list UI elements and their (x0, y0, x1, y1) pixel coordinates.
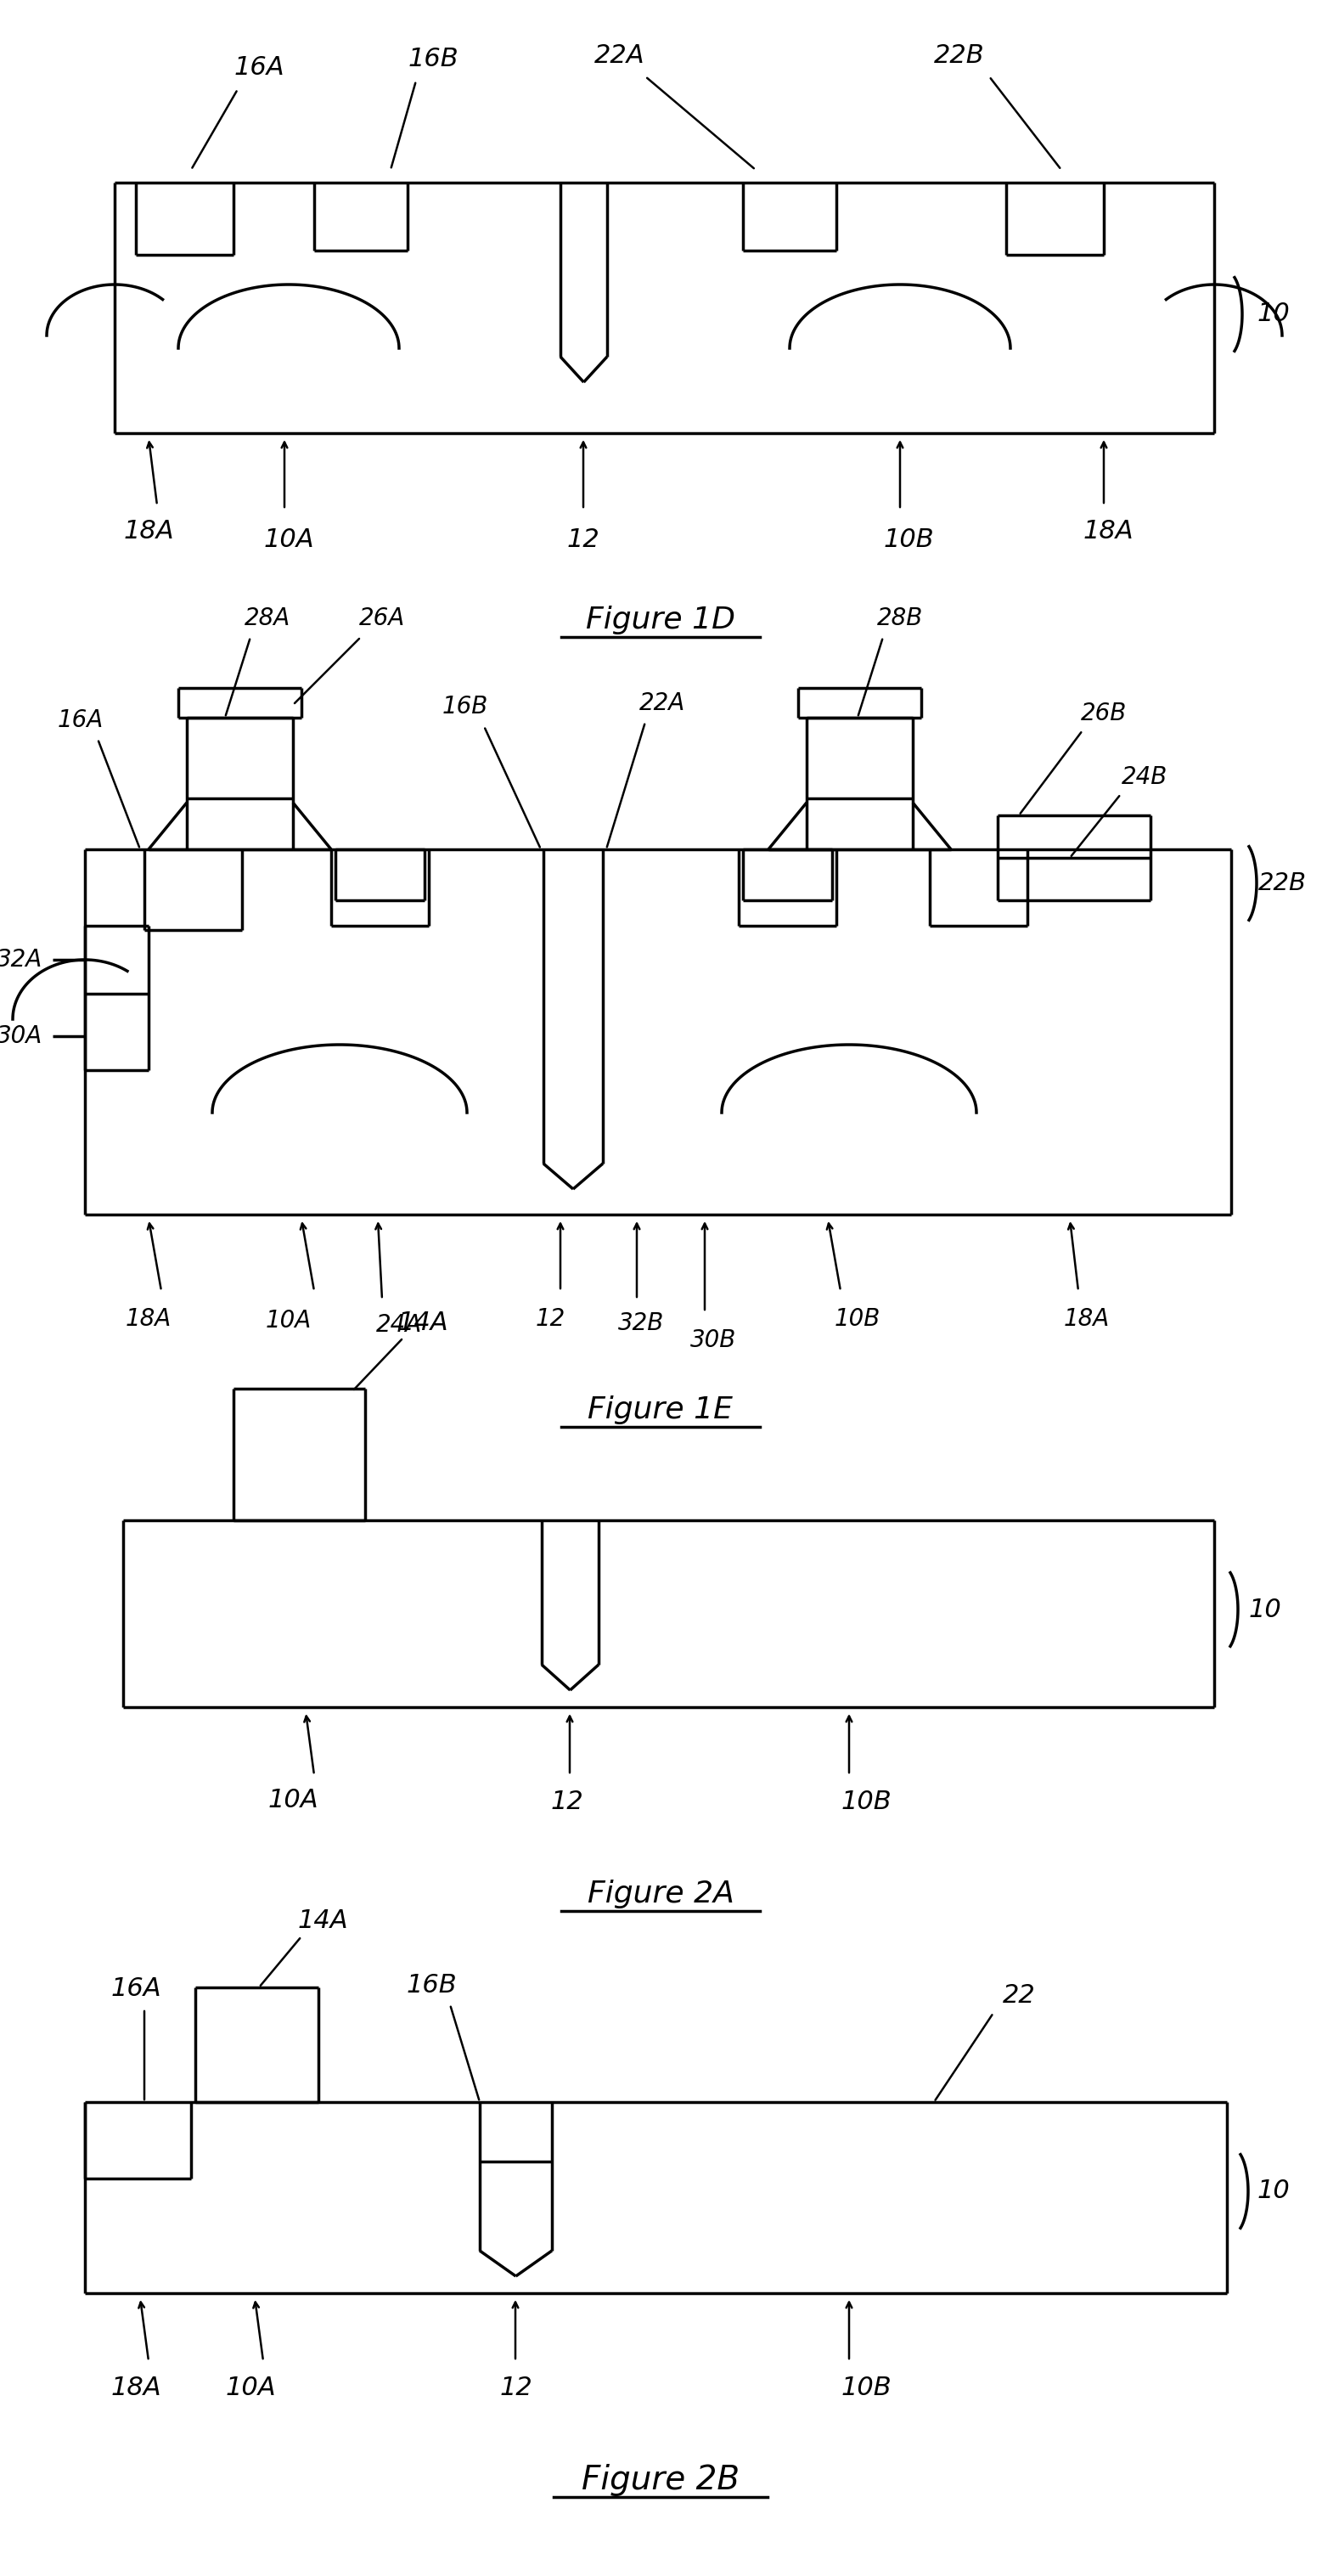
Text: Figure 1E: Figure 1E (588, 1396, 734, 1425)
Text: 28B: 28B (876, 605, 923, 631)
Text: 26A: 26A (360, 605, 405, 631)
Text: 30A: 30A (0, 1025, 42, 1048)
Text: 30B: 30B (690, 1329, 736, 1352)
Text: 22B: 22B (1259, 871, 1306, 896)
Text: 26B: 26B (1081, 701, 1126, 726)
Text: 18A: 18A (126, 1306, 172, 1332)
Text: 18A: 18A (123, 518, 175, 544)
Text: 10: 10 (1257, 301, 1290, 327)
Text: 22A: 22A (595, 44, 645, 67)
Text: 10A: 10A (267, 1788, 319, 1814)
Text: 12: 12 (535, 1306, 566, 1332)
Text: 22B: 22B (935, 44, 985, 67)
Text: 16B: 16B (406, 1973, 456, 1999)
Text: 10B: 10B (841, 1790, 891, 1814)
Text: 16A: 16A (111, 1976, 161, 2002)
Text: 12: 12 (567, 528, 600, 551)
Text: 14A: 14A (398, 1311, 448, 1334)
Text: 14A: 14A (297, 1909, 348, 1935)
Text: 18A: 18A (1064, 1306, 1110, 1332)
Text: 16B: 16B (407, 46, 459, 72)
Text: 10B: 10B (834, 1306, 880, 1332)
Text: 10: 10 (1249, 1597, 1281, 1623)
Text: 32A: 32A (0, 948, 42, 971)
Text: 22: 22 (1002, 1984, 1035, 2009)
Text: Figure 2A: Figure 2A (587, 1880, 734, 1909)
Text: 32B: 32B (617, 1311, 664, 1334)
Text: 18A: 18A (1083, 518, 1133, 544)
Text: 16B: 16B (443, 696, 488, 719)
Text: 10A: 10A (263, 528, 315, 551)
Text: Figure 2B: Figure 2B (582, 2463, 739, 2496)
Text: 18A: 18A (111, 2375, 161, 2401)
Text: 10: 10 (1257, 2179, 1290, 2202)
Text: 28A: 28A (245, 605, 291, 631)
Text: 10B: 10B (841, 2375, 891, 2401)
Text: 22A: 22A (640, 690, 685, 716)
Text: 10B: 10B (883, 528, 933, 551)
Text: 10A: 10A (266, 1309, 312, 1332)
Text: 10A: 10A (225, 2375, 276, 2401)
Text: Figure 1D: Figure 1D (586, 605, 735, 634)
Text: 24B: 24B (1121, 765, 1167, 788)
Text: 24A: 24A (375, 1314, 422, 1337)
Text: 12: 12 (500, 2375, 533, 2401)
Text: 16A: 16A (58, 708, 103, 732)
Text: 12: 12 (551, 1790, 583, 1814)
Text: 16A: 16A (234, 57, 284, 80)
